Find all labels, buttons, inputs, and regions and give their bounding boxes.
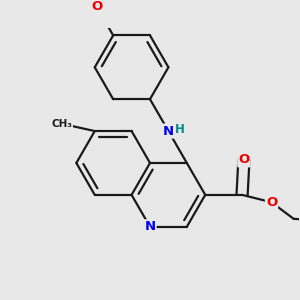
Text: N: N: [144, 220, 156, 233]
Text: CH₃: CH₃: [51, 119, 72, 129]
Text: O: O: [266, 196, 277, 209]
Text: O: O: [91, 0, 102, 13]
Text: N: N: [163, 124, 174, 138]
Text: H: H: [174, 123, 184, 136]
Text: O: O: [238, 153, 250, 167]
